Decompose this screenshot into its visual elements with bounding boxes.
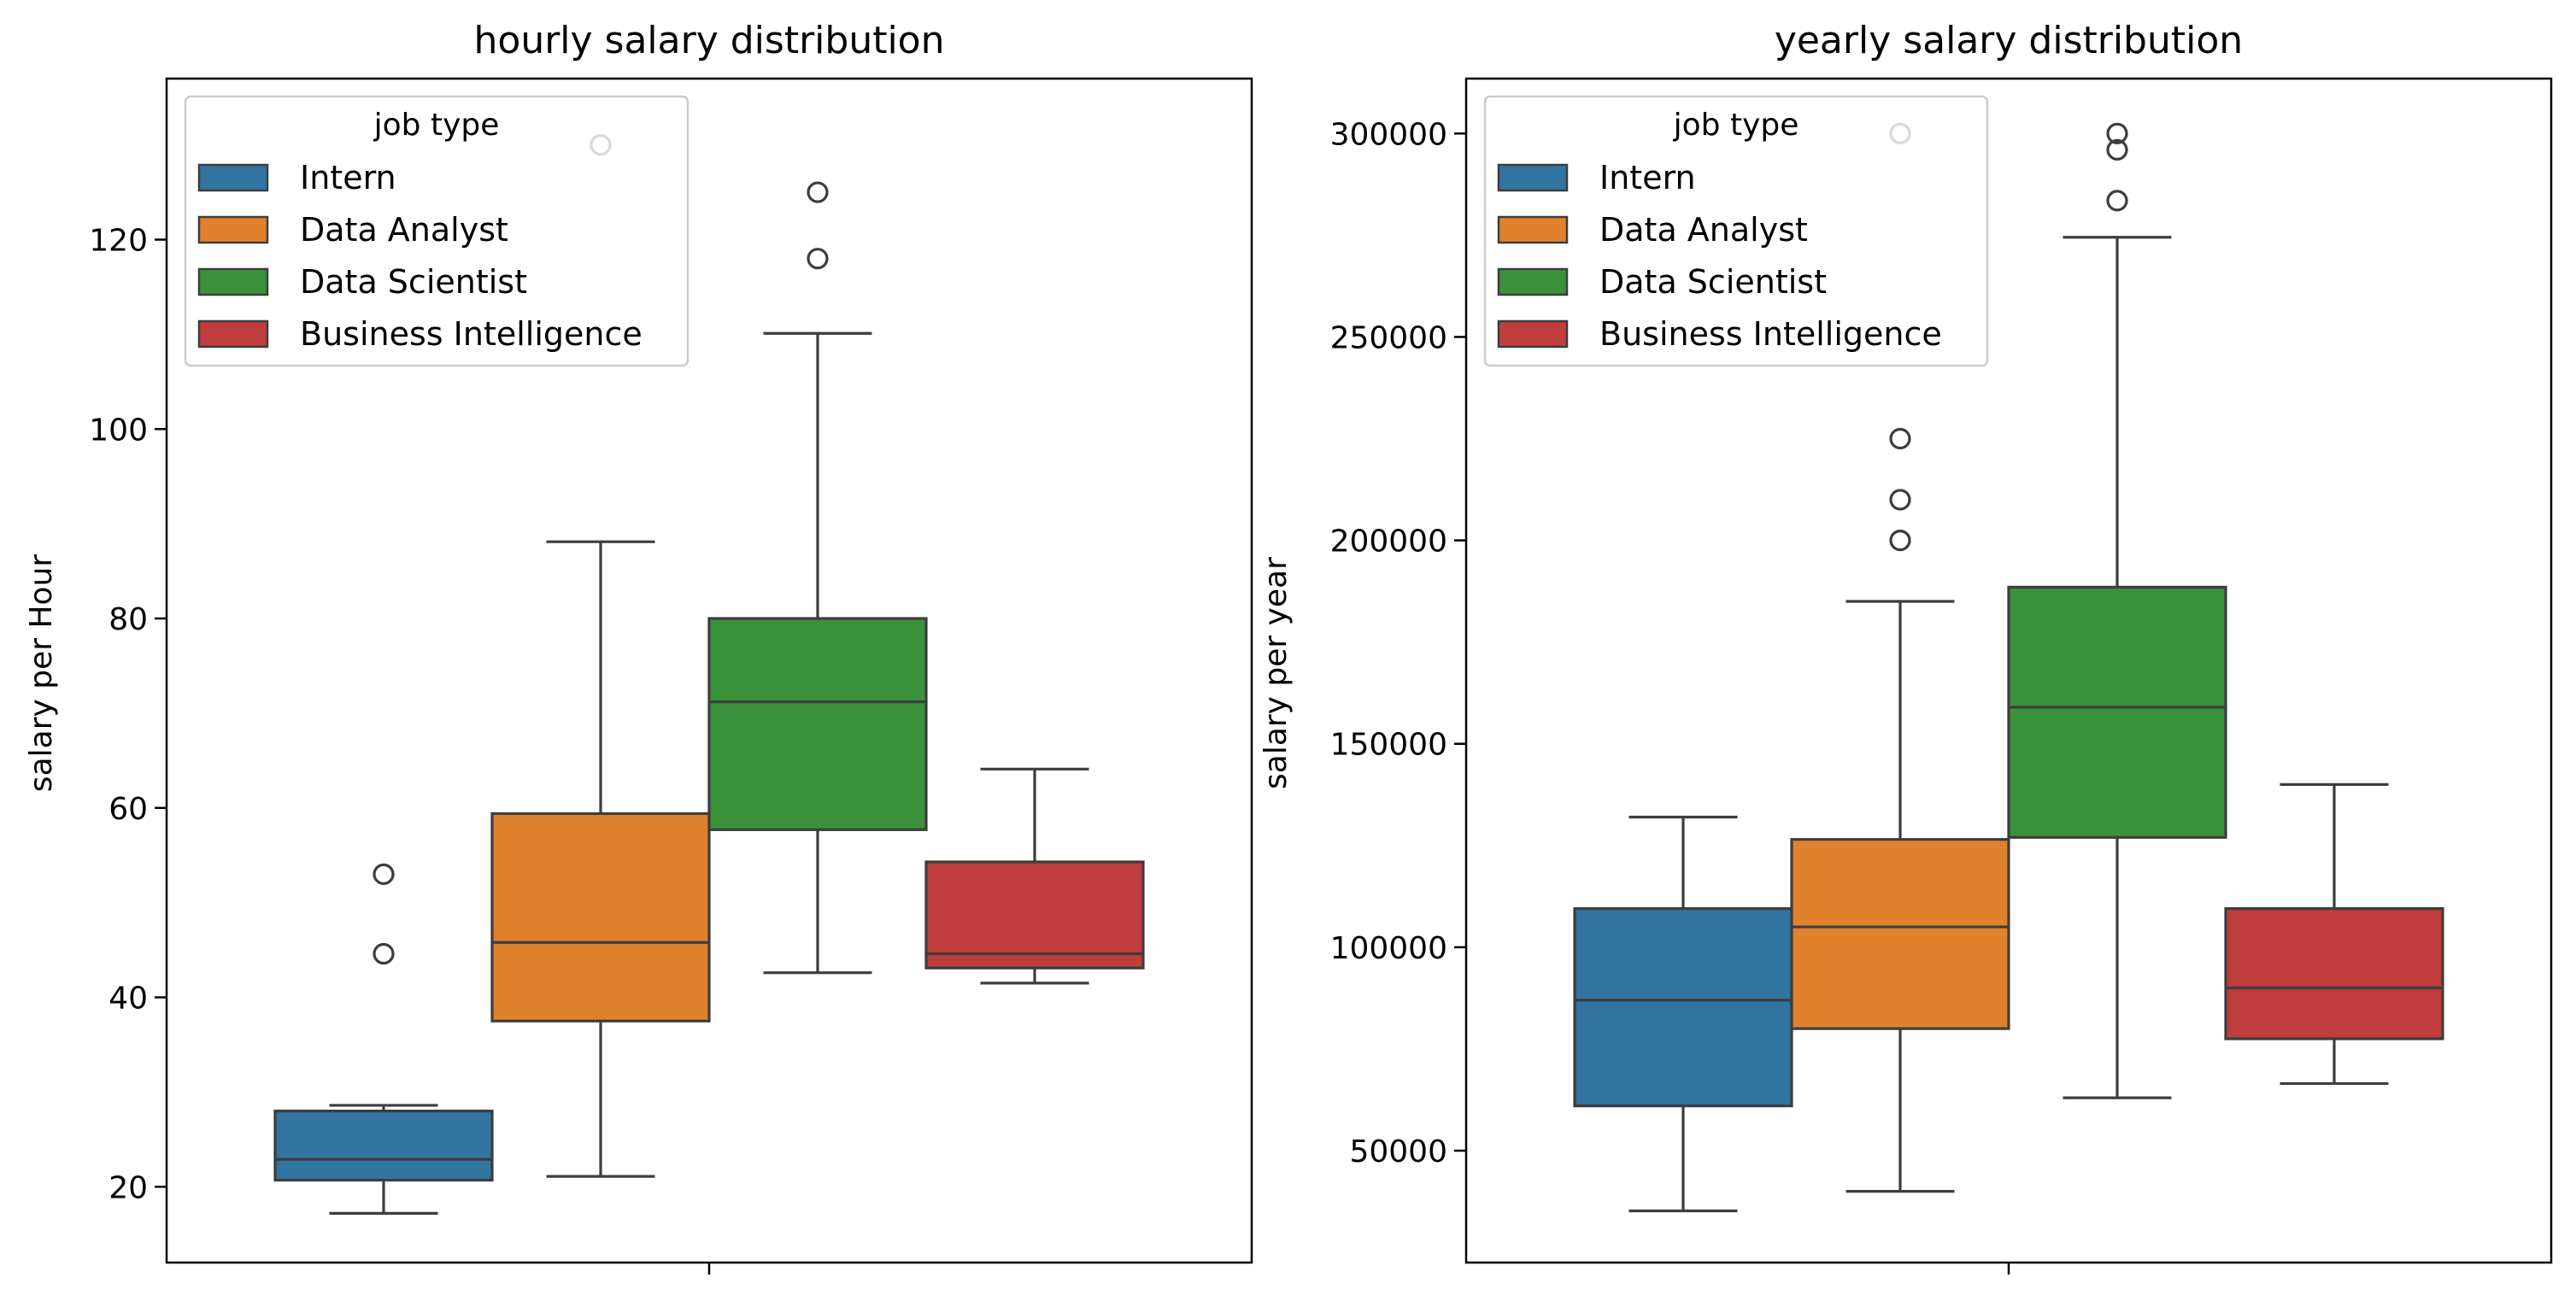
legend-label: Data Scientist — [1599, 263, 1827, 301]
legend-swatch — [197, 163, 269, 192]
outlier-point — [807, 248, 829, 270]
box-data-analyst — [1790, 122, 2010, 1193]
legend-label: Intern — [300, 159, 396, 196]
iqr-box — [2224, 907, 2444, 1040]
iqr-box — [924, 860, 1145, 970]
iqr-box — [2007, 585, 2227, 839]
outlier-point — [373, 942, 395, 965]
outlier-point — [1889, 529, 1911, 552]
legend-entries: Intern Data Analyst Data Scientist Business… — [1497, 159, 1942, 353]
y-tick-label: 250000 — [1330, 320, 1447, 355]
outlier-point — [1889, 427, 1911, 450]
hourly-legend: job type Intern Data Analyst Data Scientis… — [184, 95, 689, 367]
yearly-chart-panel: yearly salary distribution salary per ye… — [1259, 19, 2553, 1275]
outlier-point — [2106, 190, 2128, 212]
legend-frame — [1483, 95, 1989, 367]
iqr-box — [273, 1109, 494, 1182]
legend-swatch — [197, 215, 269, 244]
legend-label: Business Intelligence — [300, 315, 643, 353]
box-data-analyst — [490, 134, 711, 1178]
box-business-intelligence — [2224, 782, 2444, 1086]
outlier-point — [2106, 122, 2128, 144]
box-data-scientist — [2007, 122, 2227, 1099]
hourly-chart-title: hourly salary distribution — [474, 19, 945, 62]
y-tick-label: 100000 — [1330, 931, 1447, 966]
y-tick-label: 60 — [109, 792, 148, 827]
y-tick-label: 40 — [109, 982, 148, 1017]
legend-swatch — [197, 267, 269, 296]
yearly-boxes — [1573, 122, 2444, 1213]
yearly-y-axis-ticks: 50000 100000 150000 200000 250000 300000 — [1330, 117, 1466, 1169]
legend-label: Business Intelligence — [1599, 315, 1942, 353]
y-tick-label: 50000 — [1349, 1134, 1447, 1169]
legend-entries: Intern Data Analyst Data Scientist Business… — [197, 159, 643, 353]
y-tick-label: 300000 — [1330, 117, 1447, 152]
legend-swatch — [1497, 267, 1569, 296]
legend-label: Data Analyst — [1599, 211, 1808, 249]
y-tick-label: 200000 — [1330, 525, 1447, 560]
yearly-chart-title: yearly salary distribution — [1775, 19, 2243, 62]
y-tick-label: 150000 — [1330, 728, 1447, 763]
legend-swatch — [1497, 163, 1569, 192]
legend-swatch — [1497, 215, 1569, 244]
outlier-point — [373, 863, 395, 885]
legend-label: Data Scientist — [300, 263, 527, 301]
legend-label: Intern — [1599, 159, 1696, 196]
box-intern — [1573, 815, 1793, 1213]
box-data-scientist — [707, 181, 928, 975]
box-business-intelligence — [924, 767, 1145, 985]
iqr-box — [707, 617, 928, 831]
y-tick-label: 100 — [89, 413, 148, 448]
hourly-boxes — [273, 134, 1145, 1215]
yearly-y-axis-label: salary per year — [1259, 557, 1294, 789]
iqr-box — [1790, 838, 2010, 1030]
y-tick-label: 20 — [109, 1170, 148, 1205]
hourly-y-axis-ticks: 20 40 60 80 100 120 — [89, 223, 167, 1205]
legend-swatch — [1497, 319, 1569, 349]
outlier-point — [2106, 138, 2128, 161]
y-tick-label: 80 — [109, 602, 148, 637]
legend-swatch — [197, 319, 269, 349]
iqr-box — [1573, 907, 1793, 1108]
outlier-point — [1889, 489, 1911, 511]
legend-frame — [184, 95, 689, 367]
outlier-point — [807, 181, 829, 203]
legend-label: Data Analyst — [300, 211, 508, 249]
iqr-box — [490, 812, 711, 1023]
box-intern — [273, 863, 494, 1215]
legend-title: job type — [373, 108, 500, 143]
legend-title: job type — [1673, 108, 1799, 143]
hourly-y-axis-label: salary per Hour — [24, 554, 59, 793]
hourly-chart-panel: hourly salary distribution salary per Ho… — [24, 19, 1253, 1275]
yearly-legend: job type Intern Data Analyst Data Scientis… — [1483, 95, 1989, 367]
y-tick-label: 120 — [89, 223, 148, 258]
